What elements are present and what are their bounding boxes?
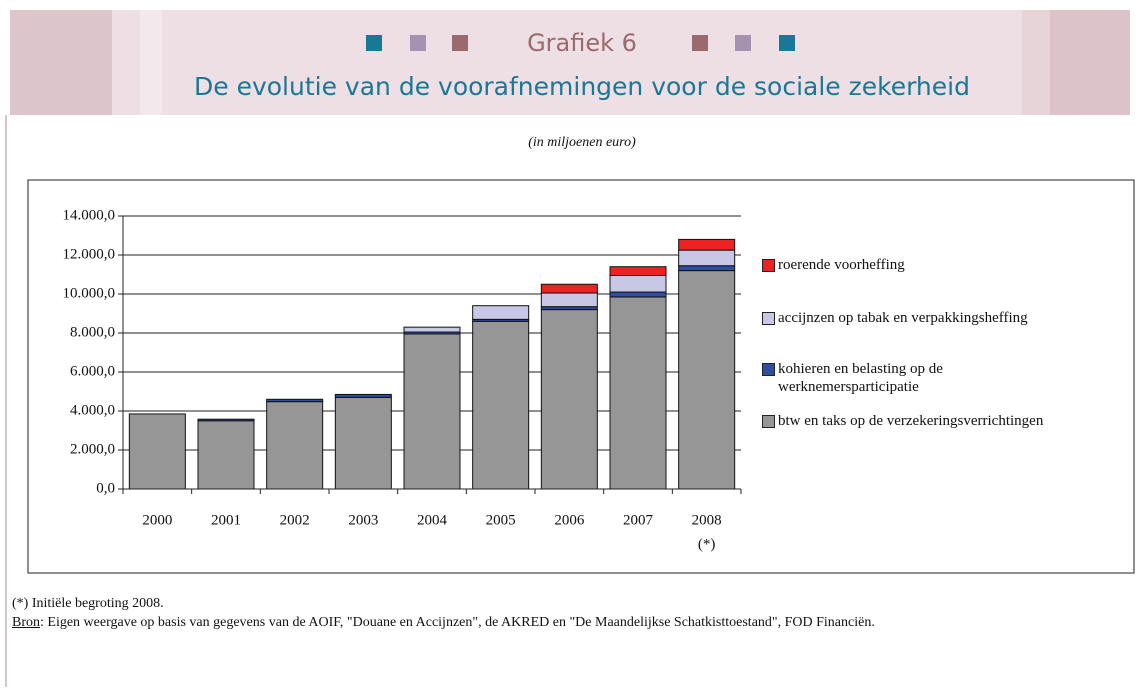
source-text: : Eigen weergave op basis van gegevens v… bbox=[40, 615, 875, 630]
bar-segment bbox=[472, 305, 530, 320]
y-tick-label: 10.000,0 bbox=[63, 285, 116, 301]
x-tick-label: 2005 bbox=[486, 512, 516, 528]
bar-segment bbox=[403, 333, 461, 490]
y-tick-label: 2.000,0 bbox=[70, 441, 115, 457]
legend-item: accijnzen op tabak en verpakkingsheffing bbox=[762, 309, 1132, 327]
legend-item: kohieren en belasting op de werknemerspa… bbox=[762, 360, 1132, 396]
x-tick-label: 2002 bbox=[280, 512, 310, 528]
bar-segment bbox=[472, 320, 530, 490]
bar-segment bbox=[403, 326, 461, 333]
header-stripe bbox=[140, 10, 162, 115]
x-tick-label: 2003 bbox=[348, 512, 378, 528]
x-tick-label: 2007 bbox=[623, 512, 654, 528]
legend-item: btw en taks op de verzekeringsverrichtin… bbox=[762, 412, 1132, 430]
legend-label: roerende voorheffing bbox=[778, 257, 905, 273]
chart-label: Grafiek 6 bbox=[527, 29, 637, 57]
footnotes: (*) Initiële begroting 2008. Bron: Eigen… bbox=[12, 594, 1132, 632]
square bbox=[779, 35, 795, 51]
y-tick-label: 12.000,0 bbox=[63, 246, 116, 262]
bar-segment bbox=[334, 396, 392, 490]
header-band bbox=[10, 10, 1130, 115]
bar-segment bbox=[678, 249, 736, 267]
plot: 0,0 2.000,0 4.000,0 6.000,0 8.000,0 10.000,0 1… bbox=[63, 207, 742, 552]
x-tick-label: 2001 bbox=[211, 512, 241, 528]
square bbox=[735, 35, 751, 51]
legend-label: kohieren en belasting op de werknemerspa… bbox=[778, 361, 943, 395]
legend-item: roerende voorheffing bbox=[762, 256, 1132, 274]
bar-segment bbox=[197, 420, 255, 490]
bar-segment bbox=[540, 292, 598, 308]
bar-segment bbox=[540, 309, 598, 490]
bar-segment bbox=[609, 291, 667, 298]
bar-segment bbox=[266, 398, 324, 403]
bar-segment bbox=[334, 393, 392, 398]
legend-swatch bbox=[762, 415, 775, 428]
legend-label: accijnzen op tabak en verpakkingsheffing bbox=[778, 310, 1028, 326]
source-label: Bron bbox=[12, 615, 40, 630]
x-tick-label: 2004 bbox=[417, 512, 448, 528]
y-tick-label: 6.000,0 bbox=[70, 363, 115, 379]
x-tick-label: 2006 bbox=[554, 512, 585, 528]
legend-swatch bbox=[762, 259, 775, 272]
square bbox=[692, 35, 708, 51]
header-stripe bbox=[1022, 10, 1050, 115]
y-tick-label: 8.000,0 bbox=[70, 324, 115, 340]
x-tick-note: (*) bbox=[698, 536, 716, 552]
bar-segment bbox=[609, 266, 667, 276]
note: (*) Initiële begroting 2008. bbox=[12, 596, 164, 611]
chart-subtitle: (in miljoenen euro) bbox=[528, 135, 636, 150]
source: Bron: Eigen weergave op basis van gegeve… bbox=[12, 613, 1132, 632]
chart-title: De evolutie van de voorafnemingen voor d… bbox=[194, 72, 970, 101]
bar-segment bbox=[609, 274, 667, 293]
bar-segment bbox=[128, 413, 186, 490]
bar-segment bbox=[540, 283, 598, 294]
square bbox=[366, 35, 382, 51]
y-tick-label: 0,0 bbox=[96, 480, 115, 496]
bar-segment bbox=[678, 265, 736, 272]
y-tick-label: 14.000,0 bbox=[63, 207, 116, 223]
chart-frame bbox=[27, 179, 1135, 574]
legend-label: btw en taks op de verzekeringsverrichtin… bbox=[778, 413, 1044, 429]
bar-segment bbox=[678, 238, 736, 251]
y-tick-label: 4.000,0 bbox=[70, 402, 115, 418]
x-tick-label: 2000 bbox=[142, 512, 172, 528]
bar-segment bbox=[266, 401, 324, 490]
header-stripe bbox=[10, 10, 112, 115]
header-stripe bbox=[1050, 10, 1130, 115]
legend-swatch bbox=[762, 363, 775, 376]
bar-segment bbox=[197, 418, 255, 422]
square bbox=[452, 35, 468, 51]
x-tick-label: 2008 bbox=[692, 512, 722, 528]
bar-segment bbox=[678, 270, 736, 490]
bar-segment bbox=[609, 296, 667, 490]
square bbox=[410, 35, 426, 51]
legend-swatch bbox=[762, 312, 775, 325]
